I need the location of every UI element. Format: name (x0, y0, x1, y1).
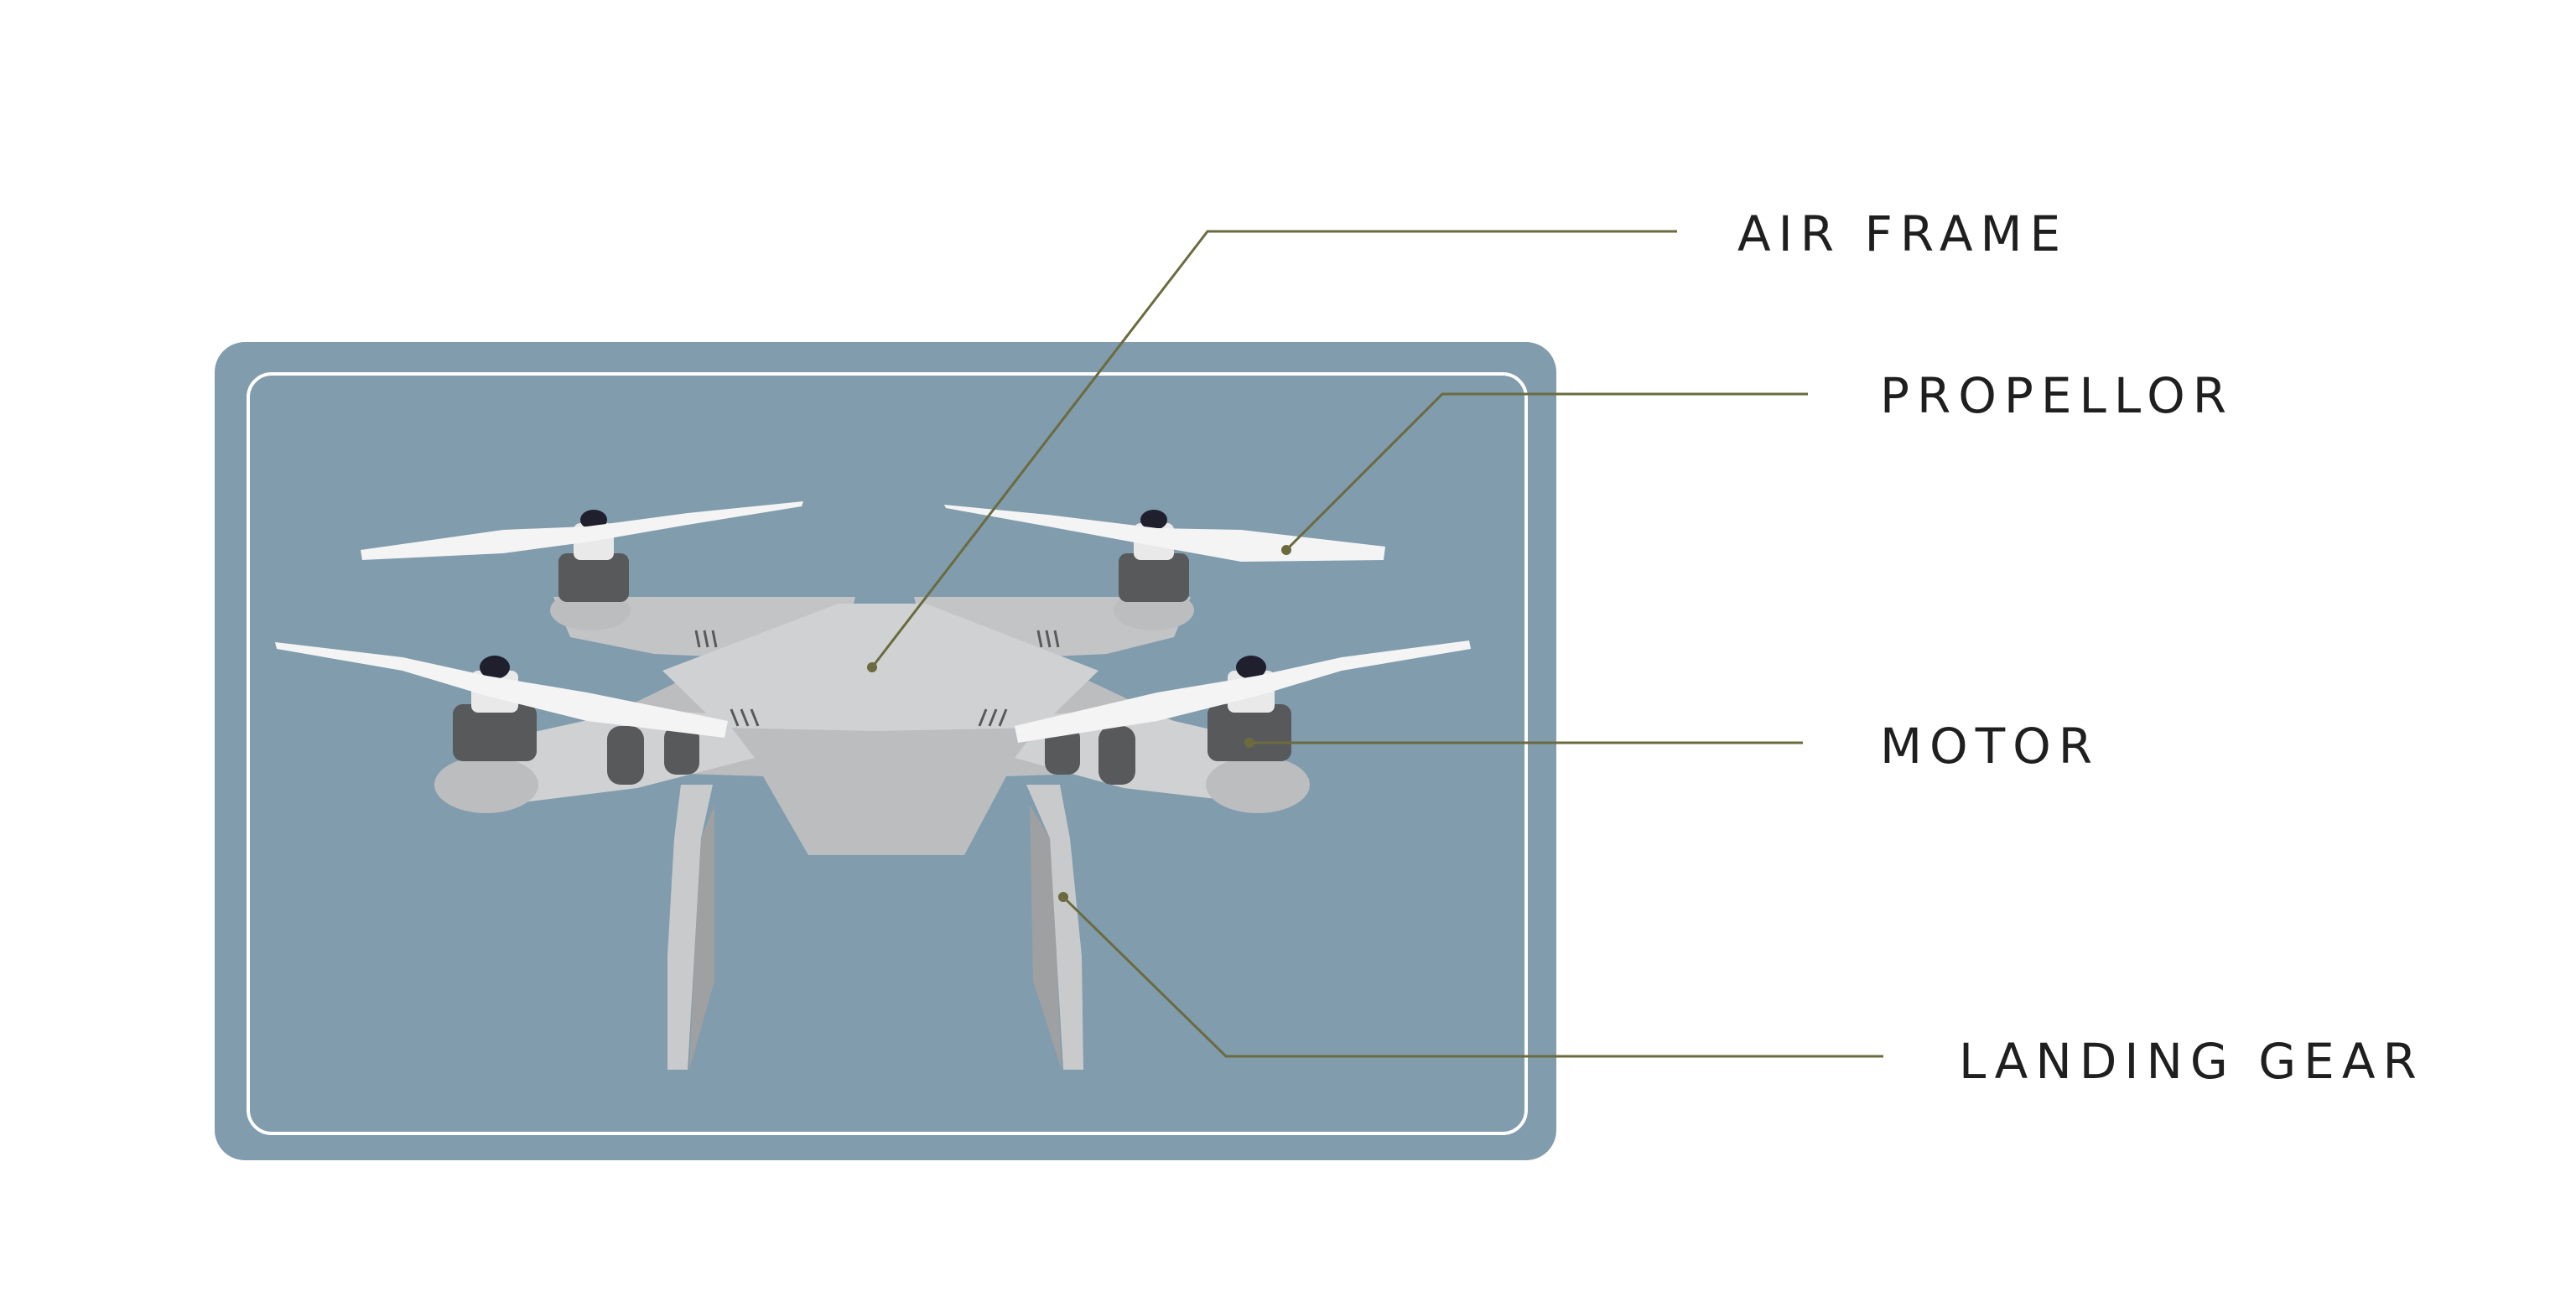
rear-right-propeller (944, 505, 1385, 562)
panel-inner-border (247, 372, 1528, 1135)
callout-leaders (870, 230, 1883, 1058)
air-frame-leader (870, 230, 1677, 668)
right-inner-support-b (1098, 726, 1135, 785)
rear-left-motor (558, 553, 629, 602)
front-right-motor-cap (1236, 656, 1266, 679)
rear-right-motor (1119, 553, 1189, 602)
landing-gear-left-shadow (689, 805, 714, 1070)
callout-dots (867, 545, 1291, 902)
airframe-top (662, 604, 1098, 731)
front-right-propeller (1015, 640, 1471, 743)
front-right-arm-end (1206, 756, 1310, 813)
left-inner-support-b (664, 726, 699, 775)
landing-gear-dot (1058, 892, 1068, 902)
rear-right-motor-cap (1140, 510, 1167, 530)
front-right-motor (1208, 704, 1291, 761)
label-propellor: PROPELLOR (1880, 367, 2235, 424)
right-inner-support-a (1045, 726, 1080, 775)
landing-gear-right-shadow (1030, 805, 1062, 1070)
front-left-propeller (275, 642, 728, 738)
landing-gear-left (667, 785, 713, 1070)
front-left-motor (453, 704, 537, 761)
propellor-dot (1281, 545, 1291, 555)
label-motor: MOTOR (1880, 718, 2101, 775)
propellor-leader (1285, 392, 1808, 552)
rear-left-propeller (361, 501, 803, 560)
front-left-arm-end (434, 756, 538, 813)
label-landing-gear: LANDING GEAR (1959, 1033, 2424, 1090)
drone-illustration (275, 501, 1471, 1070)
airframe-vents (694, 630, 1060, 727)
label-air-frame: AIR FRAME (1737, 205, 2069, 262)
left-inner-support-a (607, 726, 644, 785)
landing-gear-right (1026, 785, 1083, 1070)
front-left-motor-cap (480, 656, 510, 679)
motor-dot (1244, 738, 1254, 748)
air-frame-dot (867, 662, 877, 672)
landing-gear-leader (1062, 895, 1883, 1058)
